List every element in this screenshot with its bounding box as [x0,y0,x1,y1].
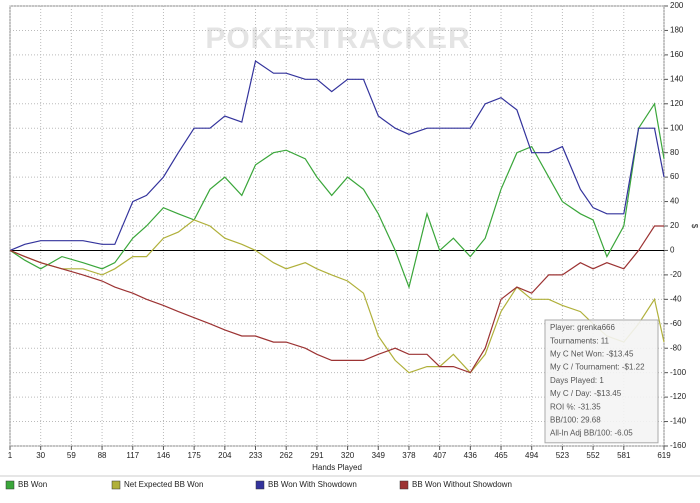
x-tick-label: 146 [157,451,171,460]
legend-swatch [111,480,121,490]
y-tick-label: -140 [670,417,687,426]
x-tick-label: 407 [433,451,447,460]
stats-text: My C / Tournament: -$1.22 [550,363,645,372]
x-tick-label: 465 [494,451,508,460]
x-tick-label: 59 [67,451,76,460]
y-tick-label: -160 [670,441,687,450]
stats-text: ROI %: -31.35 [550,402,601,411]
x-tick-label: 320 [341,451,355,460]
x-tick-label: 262 [280,451,294,460]
legend-swatch [399,480,409,490]
y-tick-label: 160 [670,50,684,59]
x-tick-label: 291 [310,451,324,460]
stats-text: All-In Adj BB/100: -6.05 [550,429,633,438]
y-tick-label: 180 [670,26,684,35]
stats-text: My C / Day: -$13.45 [550,389,622,398]
x-tick-label: 436 [464,451,478,460]
x-tick-label: 619 [657,451,671,460]
y-tick-label: -60 [670,319,682,328]
x-tick-label: 175 [187,451,201,460]
x-tick-label: 117 [126,451,139,460]
legend-swatch [255,480,265,490]
y-tick-label: 40 [670,197,679,206]
y-tick-label: -80 [670,343,682,352]
series-line [9,225,664,374]
y-tick-label: 140 [670,74,684,83]
y-tick-label: 80 [670,148,679,157]
x-tick-label: 349 [372,451,386,460]
y-tick-label: 60 [670,172,679,181]
x-tick-label: 581 [617,451,631,460]
y-tick-label: -120 [670,392,687,401]
stats-text: BB/100: 29.68 [550,416,601,425]
watermark: POKERTRACKER [205,22,470,55]
x-tick-label: 494 [525,451,539,460]
legend-label: BB Won Without Showdown [412,480,512,489]
stats-text: Tournaments: 11 [550,336,610,345]
x-tick-label: 378 [402,451,416,460]
x-tick-label: 88 [98,451,107,460]
legend-label: Net Expected BB Won [124,480,203,489]
y-tick-label: -40 [670,294,682,303]
legend-swatch [5,480,15,490]
legend-label: BB Won [18,480,47,489]
stats-box [544,319,659,444]
x-tick-label: 233 [249,451,263,460]
x-tick-label: 1 [8,451,13,460]
x-axis-label: Hands Played [312,463,362,472]
y-tick-label: 120 [670,99,684,108]
series-line [9,60,665,251]
stats-text: Player: grenka666 [550,323,615,332]
y-tick-label: -20 [670,270,682,279]
y-tick-label: 200 [670,1,684,10]
y-axis-label: $ [690,224,699,229]
series-line [9,219,665,374]
y-tick-label: 100 [670,123,684,132]
y-tick-label: 20 [670,221,679,230]
y-tick-label: -100 [670,368,687,377]
series-line [9,102,665,290]
legend-label: BB Won With Showdown [268,480,357,489]
x-tick-label: 30 [36,451,45,460]
stats-text: Days Played: 1 [550,376,604,385]
x-tick-label: 552 [586,451,600,460]
x-tick-label: 523 [556,451,570,460]
stats-text: My C Net Won: -$13.45 [550,350,634,359]
x-tick-label: 204 [218,451,232,460]
y-tick-label: 0 [670,246,675,255]
